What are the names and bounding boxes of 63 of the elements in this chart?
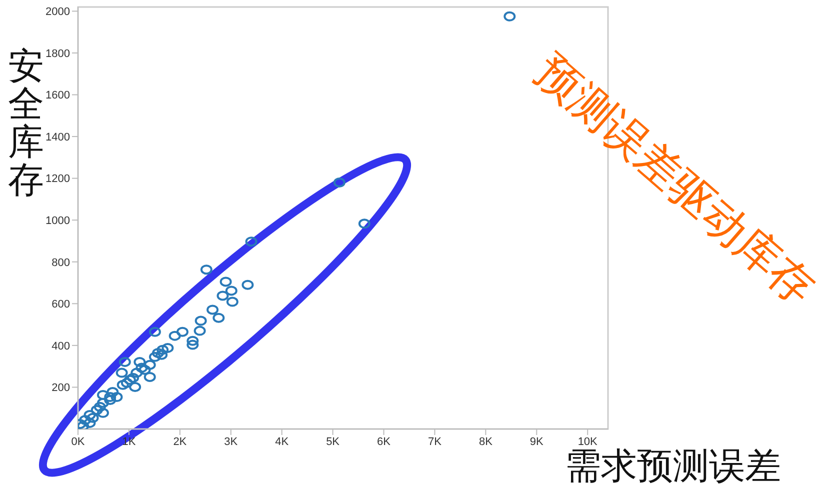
x-tick-label: 0K: [71, 436, 86, 448]
point: [86, 412, 99, 423]
point: [129, 382, 142, 392]
x-tick-label: 6K: [377, 436, 392, 448]
point: [162, 342, 174, 353]
point: [168, 330, 181, 341]
point: [200, 264, 212, 275]
point: [116, 380, 129, 390]
x-tick-label: 8K: [478, 436, 494, 448]
point: [156, 350, 168, 360]
point: [116, 368, 128, 378]
point: [152, 348, 164, 358]
point: [504, 11, 516, 22]
y-tick-label: 200: [52, 382, 70, 394]
point: [84, 410, 96, 420]
y-tick-label: 1400: [46, 131, 70, 144]
point: [216, 290, 229, 301]
point: [220, 276, 232, 287]
point: [156, 344, 169, 355]
point: [212, 312, 225, 323]
x-tick-label: 4K: [275, 436, 290, 448]
point: [186, 336, 199, 346]
point: [118, 356, 131, 367]
point: [110, 392, 123, 402]
x-tick-label: 10K: [578, 436, 598, 448]
x-tick-label: 5K: [326, 436, 340, 448]
x-tick-label: 2K: [173, 436, 188, 448]
point: [225, 286, 238, 296]
point: [245, 236, 258, 247]
point: [176, 326, 188, 337]
point: [148, 352, 161, 362]
y-tick-label: 1600: [46, 90, 70, 102]
y-tick-label: 1000: [46, 214, 70, 227]
y-axis-title: 安全库存: [8, 46, 44, 201]
point: [96, 390, 109, 400]
point: [333, 177, 346, 188]
point: [206, 304, 219, 315]
point: [148, 326, 161, 337]
point: [194, 326, 206, 336]
point: [358, 218, 370, 229]
point: [94, 402, 106, 412]
point: [226, 296, 238, 307]
y-tick-label: 400: [52, 340, 70, 352]
point: [186, 340, 199, 350]
x-tick-label: 7K: [428, 436, 442, 448]
y-tick-label: 1200: [46, 173, 70, 186]
point: [144, 372, 156, 382]
point: [144, 360, 156, 370]
x-axis-title: 需求预测误差: [565, 446, 781, 486]
y-tick-label: 2000: [46, 6, 70, 18]
x-tick-label: 9K: [530, 436, 544, 448]
annotation: 预测误差驱动库存: [524, 44, 826, 317]
point: [127, 372, 140, 383]
y-tick-label: 800: [52, 256, 70, 269]
point: [130, 368, 143, 378]
y-tick-label: 600: [52, 298, 70, 311]
point: [134, 356, 146, 367]
point: [106, 387, 119, 398]
point: [194, 316, 207, 326]
point: [242, 280, 254, 290]
x-tick-label: 3K: [224, 436, 238, 448]
point: [96, 408, 109, 418]
y-tick-label: 1800: [46, 48, 70, 60]
